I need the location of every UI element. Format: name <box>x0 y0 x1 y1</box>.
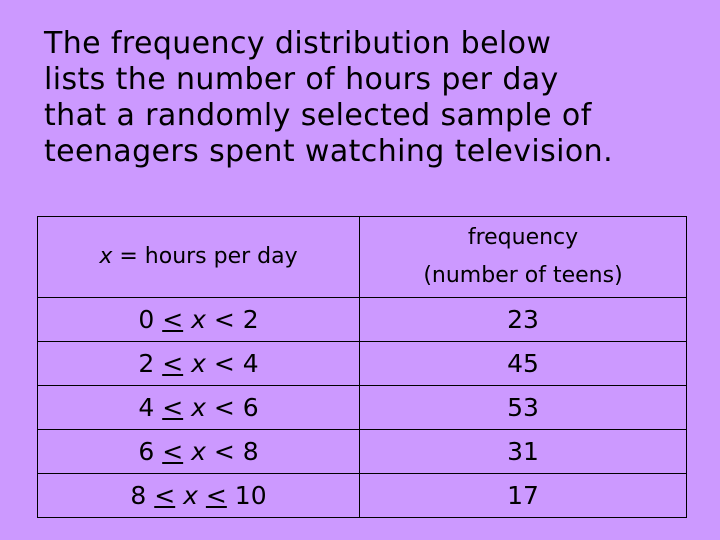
interval-variable: x <box>183 481 198 510</box>
statement-line: that a randomly selected sample of <box>44 98 592 133</box>
interval-upper: 4 <box>242 349 259 378</box>
interval-variable: x <box>191 437 206 466</box>
table-row: 2 < x < 4 45 <box>37 341 687 386</box>
frequency-cell: 53 <box>359 385 687 430</box>
interval-variable: x <box>191 393 206 422</box>
header-frequency: frequency (number of teens) <box>359 216 687 298</box>
interval-operator: < <box>213 349 235 378</box>
header-hours-label: = hours per day <box>112 244 298 269</box>
interval-operator: < <box>162 305 184 334</box>
interval-lower: 0 <box>138 305 155 334</box>
table-header-row: x = hours per day frequency (number of t… <box>37 216 687 298</box>
interval-operator: < <box>162 393 184 422</box>
header-frequency-sublabel: (number of teens) <box>423 263 623 288</box>
interval-cell: 0 < x < 2 <box>37 297 360 342</box>
table-row: 6 < x < 8 31 <box>37 429 687 474</box>
interval-upper: 2 <box>242 305 259 334</box>
table-row: 0 < x < 2 23 <box>37 297 687 342</box>
frequency-cell: 31 <box>359 429 687 474</box>
interval-operator: < <box>213 393 235 422</box>
table-row: 8 < x < 10 17 <box>37 473 687 518</box>
interval-upper: 10 <box>234 481 267 510</box>
statement-line: lists the number of hours per day <box>44 62 559 97</box>
statement-line: The frequency distribution below <box>44 26 552 61</box>
interval-lower: 6 <box>138 437 155 466</box>
interval-cell: 6 < x < 8 <box>37 429 360 474</box>
interval-operator: < <box>154 481 176 510</box>
interval-cell: 8 < x < 10 <box>37 473 360 518</box>
table-row: 4 < x < 6 53 <box>37 385 687 430</box>
interval-variable: x <box>191 349 206 378</box>
interval-cell: 4 < x < 6 <box>37 385 360 430</box>
frequency-cell: 17 <box>359 473 687 518</box>
interval-upper: 6 <box>242 393 259 422</box>
interval-upper: 8 <box>242 437 259 466</box>
interval-operator: < <box>205 481 227 510</box>
header-frequency-label: frequency <box>467 225 579 250</box>
frequency-table: x = hours per day frequency (number of t… <box>37 216 687 518</box>
interval-lower: 4 <box>138 393 155 422</box>
interval-variable: x <box>191 305 206 334</box>
interval-operator: < <box>213 305 235 334</box>
interval-operator: < <box>162 349 184 378</box>
problem-statement: The frequency distribution below lists t… <box>44 26 704 170</box>
interval-operator: < <box>162 437 184 466</box>
interval-cell: 2 < x < 4 <box>37 341 360 386</box>
interval-lower: 8 <box>130 481 147 510</box>
frequency-cell: 45 <box>359 341 687 386</box>
interval-operator: < <box>213 437 235 466</box>
variable-x: x <box>99 244 113 269</box>
frequency-cell: 23 <box>359 297 687 342</box>
header-hours: x = hours per day <box>37 216 360 298</box>
statement-line: teenagers spent watching television. <box>44 134 614 169</box>
table-body: 0 < x < 2 23 2 < x < 4 45 4 < x < 6 53 6 < x <… <box>37 297 687 518</box>
interval-lower: 2 <box>138 349 155 378</box>
